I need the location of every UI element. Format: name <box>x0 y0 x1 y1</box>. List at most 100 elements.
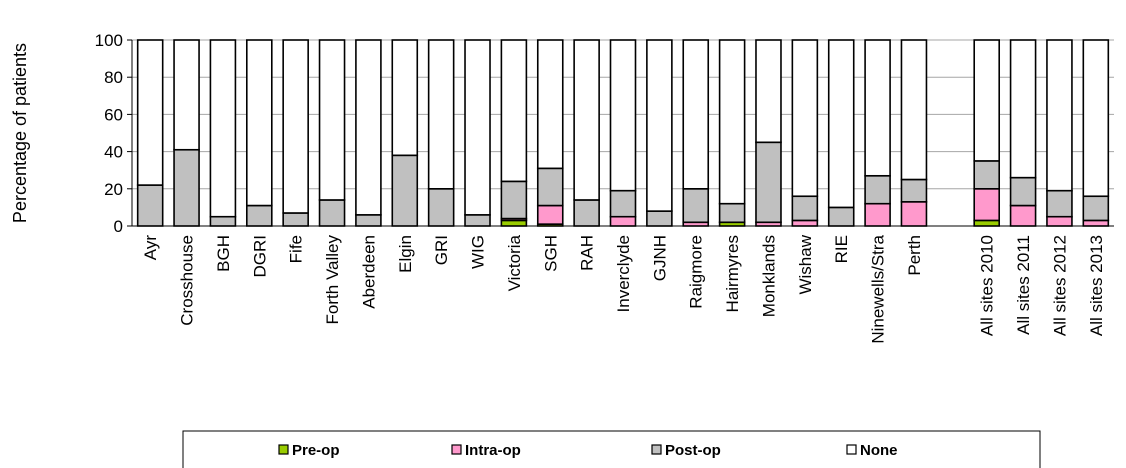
bar-segment-post-op <box>1009 176 1037 207</box>
bar-segment-none <box>282 39 309 214</box>
bar-segment-intra-op <box>900 201 928 227</box>
x-category-label: GJNH <box>650 235 669 281</box>
bar-segment-none <box>791 39 819 198</box>
bar-segment-none <box>1046 39 1073 192</box>
bar-segment-none <box>500 39 528 183</box>
x-category-label: Ninewells/Stra <box>869 234 888 343</box>
legend-swatch <box>278 444 289 455</box>
x-category-label: Aberdeen <box>359 235 378 309</box>
x-axis-labels: Ayr Crosshouse BGH DGRI Fife Forth Valley Aber… <box>141 234 1106 343</box>
x-category-label: WIG <box>469 235 488 269</box>
y-tick-label: 20 <box>104 180 123 199</box>
y-tick-label: 0 <box>114 217 123 236</box>
bar-segment-post-op <box>464 214 491 227</box>
bar-segment-intra-op <box>1046 215 1073 227</box>
x-category-label: Victoria <box>505 234 524 291</box>
bar-segment-none <box>209 39 237 218</box>
bar-segment-post-op <box>1046 189 1073 218</box>
legend-swatch <box>846 444 857 455</box>
bar-segment-intra-op <box>1082 219 1110 227</box>
y-tick-label: 100 <box>95 31 123 50</box>
bar-segment-post-op <box>791 195 819 222</box>
bar-segment-none <box>355 39 382 216</box>
bar-segment-none <box>864 39 891 177</box>
legend-swatch <box>651 444 662 455</box>
bar-segment-none <box>1082 39 1110 198</box>
bar-segment-post-op <box>864 174 891 205</box>
bar-stacks <box>136 39 1110 227</box>
legend-label: None <box>860 442 898 459</box>
bar-segment-intra-op <box>1009 204 1037 227</box>
x-category-label: Raigmore <box>687 235 706 309</box>
legend-label: Pre-op <box>292 442 340 459</box>
bar-segment-none <box>609 39 637 192</box>
bar-segment-none <box>718 39 746 205</box>
bar-segment-post-op <box>646 210 673 227</box>
x-category-label: Perth <box>905 235 924 276</box>
bar-segment-none <box>973 39 1001 162</box>
legend-label: Post-op <box>665 442 721 459</box>
bar-segment-none <box>900 39 928 181</box>
bar-segment-post-op <box>827 206 855 227</box>
bar-segment-post-op <box>427 188 455 227</box>
bar-segment-post-op <box>136 184 164 227</box>
x-category-label: SGH <box>541 235 560 272</box>
bar-segment-post-op <box>609 189 637 218</box>
bar-segment-none <box>646 39 673 212</box>
bar-segment-post-op <box>355 214 382 227</box>
bar-segment-intra-op <box>609 215 637 227</box>
bar-segment-post-op <box>573 199 600 227</box>
bar-segment-post-op <box>973 160 1001 190</box>
bar-segment-none <box>245 39 273 207</box>
bar-segment-post-op <box>209 215 237 227</box>
bar-segment-none <box>136 39 164 186</box>
x-category-label: RIE <box>832 235 851 263</box>
bar-segment-none <box>464 39 491 216</box>
bar-segment-none <box>391 39 419 157</box>
bar-segment-none <box>755 39 782 144</box>
x-category-label: DGRI <box>250 235 269 278</box>
bar-segment-none <box>827 39 855 209</box>
bar-segment-post-op <box>755 141 782 224</box>
x-category-label: Ayr <box>141 235 160 261</box>
bar-segment-pre-op <box>500 219 528 227</box>
x-category-label: BGH <box>214 235 233 272</box>
y-axis-title: Percentage of patients <box>10 43 30 223</box>
x-category-label: Wishaw <box>796 234 815 294</box>
legend: Pre-op Intra-op Post-op None <box>182 430 1041 468</box>
x-category-label: GRI <box>432 235 451 265</box>
bar-segment-none <box>427 39 455 190</box>
bar-segment-none <box>173 39 200 151</box>
bar-segment-post-op <box>173 148 200 227</box>
y-tick-label: 60 <box>104 105 123 124</box>
bar-segment-pre-op <box>973 219 1001 227</box>
bar-segment-intra-op <box>973 188 1001 222</box>
x-category-label: RAH <box>578 235 597 271</box>
bar-segment-post-op <box>718 202 746 224</box>
x-category-label: All sites 2013 <box>1087 235 1106 336</box>
bar-segment-intra-op <box>791 219 819 227</box>
bar-segment-none <box>682 39 710 190</box>
bar-segment-none <box>536 39 564 170</box>
x-category-label: All sites 2012 <box>1050 235 1069 336</box>
bar-segment-post-op <box>1082 195 1110 222</box>
bar-segment-post-op <box>245 204 273 227</box>
bar-segment-none <box>1009 39 1037 179</box>
bar-segment-none <box>318 39 346 201</box>
y-tick-label: 80 <box>104 68 123 87</box>
x-category-label: Inverclyde <box>614 235 633 312</box>
bar-segment-post-op <box>282 212 309 227</box>
legend-label: Intra-op <box>465 442 521 459</box>
x-category-label: Fife <box>287 235 306 263</box>
x-category-label: Elgin <box>396 235 415 273</box>
legend-box <box>182 430 1041 468</box>
x-category-label: Forth Valley <box>323 235 342 325</box>
y-tick-label: 40 <box>104 143 123 162</box>
y-axis: 0 20 40 60 80 100 <box>95 31 1114 236</box>
x-category-label: All sites 2010 <box>978 235 997 336</box>
bar-segment-post-op <box>318 199 346 227</box>
x-category-label: Crosshouse <box>178 235 197 326</box>
x-category-label: All sites 2011 <box>1014 235 1033 335</box>
bar-segment-none <box>573 39 600 201</box>
